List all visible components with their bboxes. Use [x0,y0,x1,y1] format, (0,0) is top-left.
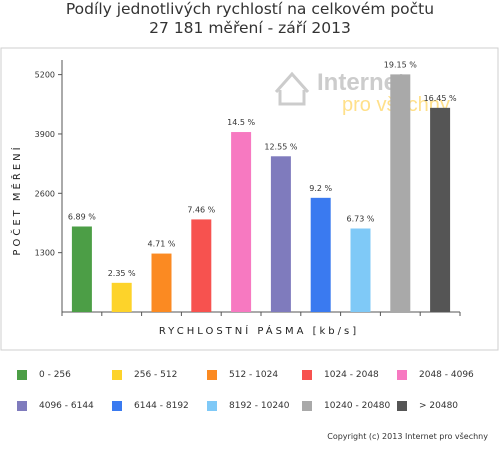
bar [430,107,451,312]
bar-value-label: 16.45 % [424,94,457,103]
legend-swatch [112,370,122,380]
bar [71,226,92,312]
legend-swatch [17,401,27,411]
legend-label: 1024 - 2048 [324,370,379,380]
legend-swatch [302,370,312,380]
bar [191,219,212,312]
legend-label: 256 - 512 [134,370,178,380]
bar-value-label: 6.89 % [68,212,96,221]
bar-value-label: 19.15 % [384,60,417,69]
bar-value-label: 7.46 % [187,205,215,214]
y-tick-label: 3900 [35,130,55,139]
chart-title: Podíly jednotlivých rychlostí na celkové… [0,0,500,38]
y-axis-title: POČET MĚŘENÍ [10,144,23,255]
legend-label: 0 - 256 [39,370,71,380]
bar-value-label: 12.55 % [264,142,297,151]
legend-swatch [207,370,217,380]
bar-value-label: 4.71 % [148,240,176,249]
bar-value-label: 9.2 % [309,184,332,193]
legend-label: > 20480 [419,401,459,411]
legend-swatch [397,401,407,411]
legend-swatch [207,401,217,411]
y-tick-label: 1300 [35,249,55,258]
legend-label: 8192 - 10240 [229,401,290,411]
bars: 6.89 % 2.35 % 4.71 % 7.46 % 14.5 % 12.55 % 9.2… [68,60,457,312]
legend-label: 512 - 1024 [229,370,279,380]
bar-value-label: 14.5 % [227,118,255,127]
bar [350,228,371,312]
bar-value-label: 2.35 % [108,269,136,278]
house-icon [274,71,310,106]
chart-title-line1: Podíly jednotlivých rychlostí na celkové… [65,0,435,18]
bar [111,282,132,312]
legend-label: 10240 - 20480 [324,401,391,411]
y-tick-label: 5200 [35,71,55,80]
legend-label: 2048 - 4096 [419,370,474,380]
x-axis-title: RYCHLOSTNÍ PÁSMA [kb/s] [159,324,359,337]
bar [151,253,172,312]
legend-label: 6144 - 8192 [134,401,189,411]
bar [390,74,411,312]
chart-title-line2: 27 181 měření - září 2013 [149,19,351,37]
copyright: Copyright (c) 2013 Internet pro všechny [327,432,488,441]
bar [270,156,291,312]
bar-value-label: 6.73 % [347,215,375,224]
legend-label: 4096 - 6144 [39,401,94,411]
legend-swatch [302,401,312,411]
y-tick-label: 2600 [35,189,55,198]
bar [310,197,331,312]
legend-swatch [397,370,407,380]
legend-swatch [112,401,122,411]
legend-swatch [17,370,27,380]
bar [231,132,252,312]
